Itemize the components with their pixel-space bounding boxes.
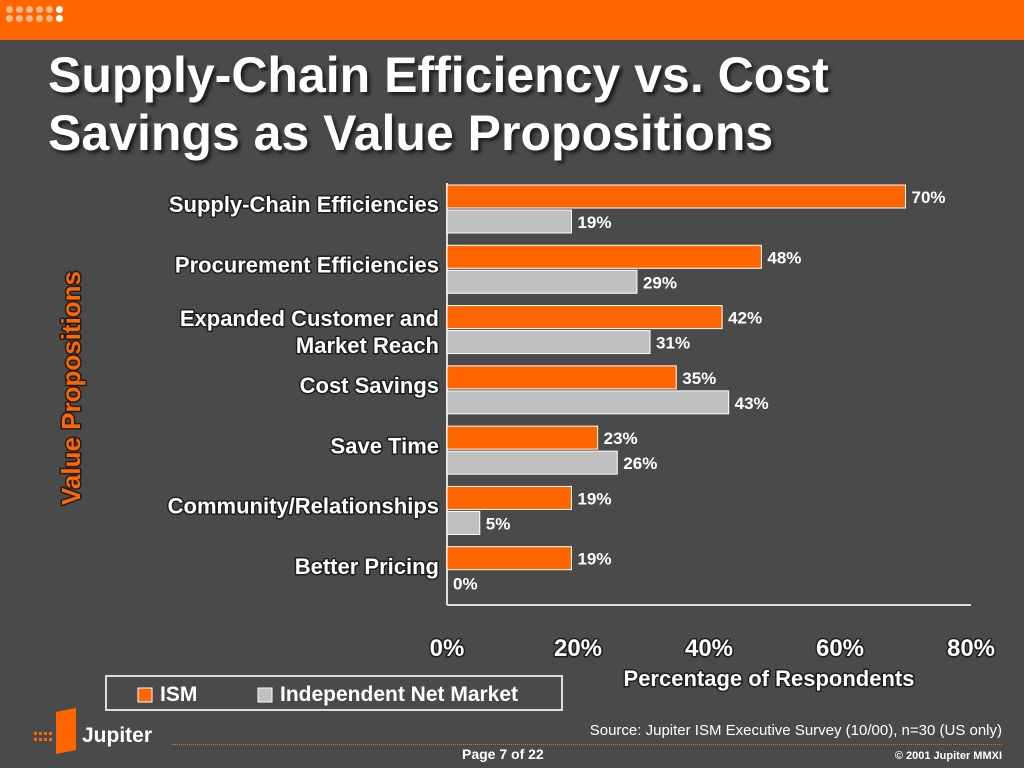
top-bar bbox=[0, 0, 1024, 40]
legend-label-ism: ISM bbox=[160, 683, 197, 706]
data-label: 31% bbox=[656, 334, 690, 353]
y-axis-title: Value Propositions bbox=[56, 271, 86, 505]
category-label: Market Reach bbox=[296, 333, 439, 358]
x-tick-label: 0% bbox=[430, 635, 465, 662]
data-label: 0% bbox=[453, 575, 478, 594]
x-tick-label: 80% bbox=[947, 635, 995, 662]
brand-name: Jupiter bbox=[82, 724, 153, 747]
data-label: 48% bbox=[767, 248, 801, 267]
jupiter-logo-icon bbox=[34, 708, 76, 754]
data-label: 19% bbox=[577, 489, 611, 508]
category-label: Supply-Chain Efficiencies bbox=[169, 192, 439, 217]
data-label: 70% bbox=[912, 188, 946, 207]
bar-ism bbox=[446, 485, 572, 510]
data-label: 23% bbox=[604, 429, 638, 448]
data-label: 43% bbox=[735, 394, 769, 413]
page-number: Page 7 of 22 bbox=[462, 746, 544, 762]
bar-ism bbox=[446, 546, 572, 571]
bar-independent-net-market bbox=[446, 510, 481, 535]
legend-swatch-independent-net-market bbox=[257, 687, 273, 703]
category-label: Save Time bbox=[331, 433, 439, 458]
x-tick-label: 60% bbox=[816, 635, 864, 662]
bar-ism bbox=[446, 425, 599, 450]
logo-dots-icon bbox=[6, 6, 64, 22]
data-label: 19% bbox=[577, 213, 611, 232]
bar-ism bbox=[446, 184, 906, 209]
x-tick-label: 40% bbox=[685, 635, 733, 662]
bar-independent-net-market bbox=[446, 269, 638, 294]
x-tick-label: 20% bbox=[554, 635, 602, 662]
bar-independent-net-market bbox=[446, 450, 618, 475]
bar-ism bbox=[446, 244, 762, 269]
legend-label-independent-net-market: Independent Net Market bbox=[280, 683, 518, 706]
bar-independent-net-market bbox=[446, 209, 572, 234]
source-note: Source: Jupiter ISM Executive Survey (10… bbox=[589, 722, 1002, 739]
data-label: 29% bbox=[643, 273, 677, 292]
slide-title: Supply-Chain Efficiency vs. Cost Savings… bbox=[48, 47, 829, 161]
bar-ism bbox=[446, 365, 677, 390]
category-label: Procurement Efficiencies bbox=[175, 252, 439, 277]
bar-independent-net-market bbox=[446, 390, 730, 415]
category-label: Cost Savings bbox=[300, 373, 439, 398]
legend-swatch-ism bbox=[137, 687, 153, 703]
data-label: 26% bbox=[623, 454, 657, 473]
category-label: Better Pricing bbox=[295, 554, 439, 579]
legend-box bbox=[105, 675, 563, 711]
bar-ism bbox=[446, 305, 723, 330]
footer-divider bbox=[172, 744, 1002, 745]
data-label: 19% bbox=[577, 550, 611, 569]
x-axis-title: Percentage of Respondents bbox=[624, 666, 915, 691]
data-label: 42% bbox=[728, 309, 762, 328]
bar-independent-net-market bbox=[446, 330, 651, 355]
data-label: 5% bbox=[486, 514, 511, 533]
copyright-note: © 2001 Jupiter MMXI bbox=[894, 750, 1002, 762]
category-label: Community/Relationships bbox=[168, 494, 439, 519]
data-label: 35% bbox=[682, 369, 716, 388]
category-label: Expanded Customer and bbox=[180, 306, 439, 331]
